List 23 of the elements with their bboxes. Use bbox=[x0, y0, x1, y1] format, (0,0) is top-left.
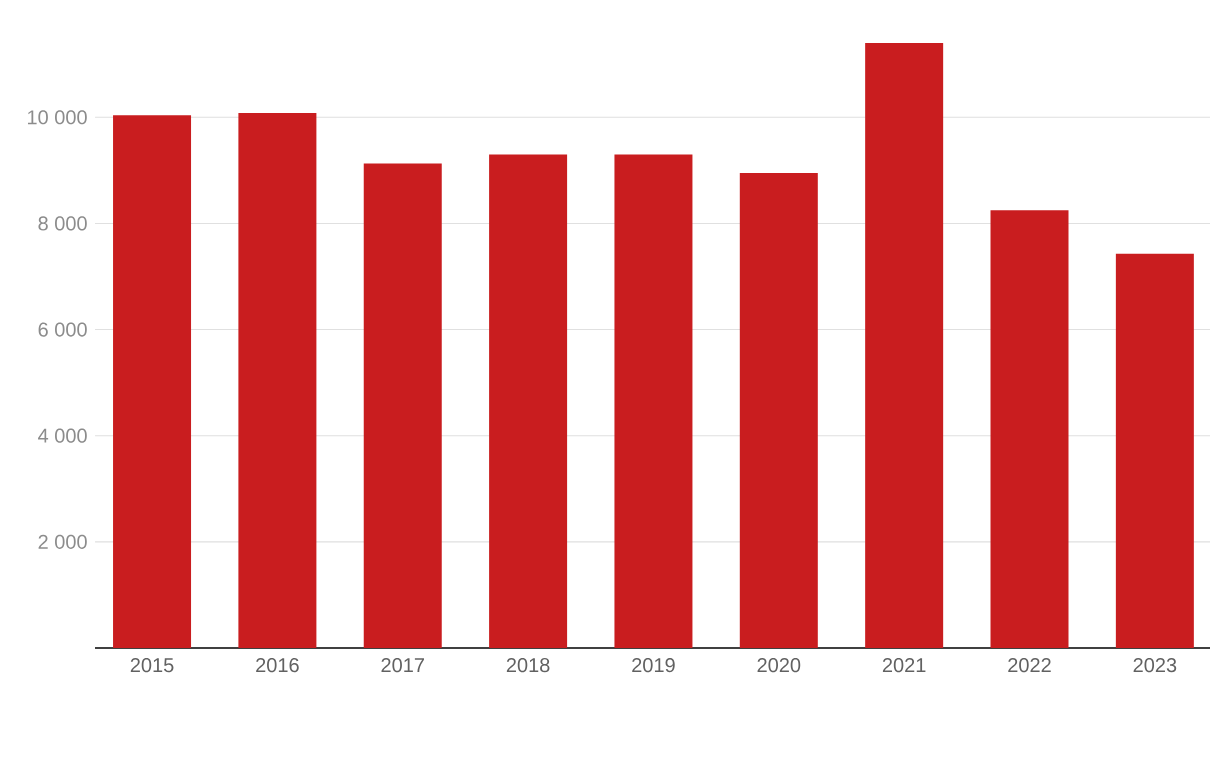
x-tick-label: 2017 bbox=[381, 658, 424, 673]
bar bbox=[990, 210, 1069, 648]
x-tick-label: 2023 bbox=[1133, 658, 1177, 673]
bar bbox=[865, 42, 944, 648]
y-tick-label: 6 000 bbox=[38, 322, 87, 337]
y-tick-label: 2 000 bbox=[38, 534, 87, 549]
bar bbox=[363, 163, 442, 648]
y-tick-label: 8 000 bbox=[38, 216, 87, 231]
bar bbox=[113, 115, 192, 648]
bar bbox=[614, 154, 693, 648]
x-tick-label: 2022 bbox=[1008, 658, 1051, 673]
x-tick-label: 2019 bbox=[632, 658, 675, 673]
x-tick-label: 2018 bbox=[506, 658, 550, 673]
y-tick-label: 10 000 bbox=[27, 110, 87, 125]
bar bbox=[739, 173, 818, 648]
x-tick-label: 2020 bbox=[757, 658, 801, 673]
x-tick-label: 2021 bbox=[882, 658, 926, 673]
x-tick-label: 2015 bbox=[130, 658, 174, 673]
bar bbox=[238, 113, 317, 648]
bar bbox=[1115, 253, 1194, 648]
x-tick-label: 2016 bbox=[256, 658, 299, 673]
bar bbox=[489, 154, 568, 648]
y-tick-label: 4 000 bbox=[38, 428, 87, 443]
